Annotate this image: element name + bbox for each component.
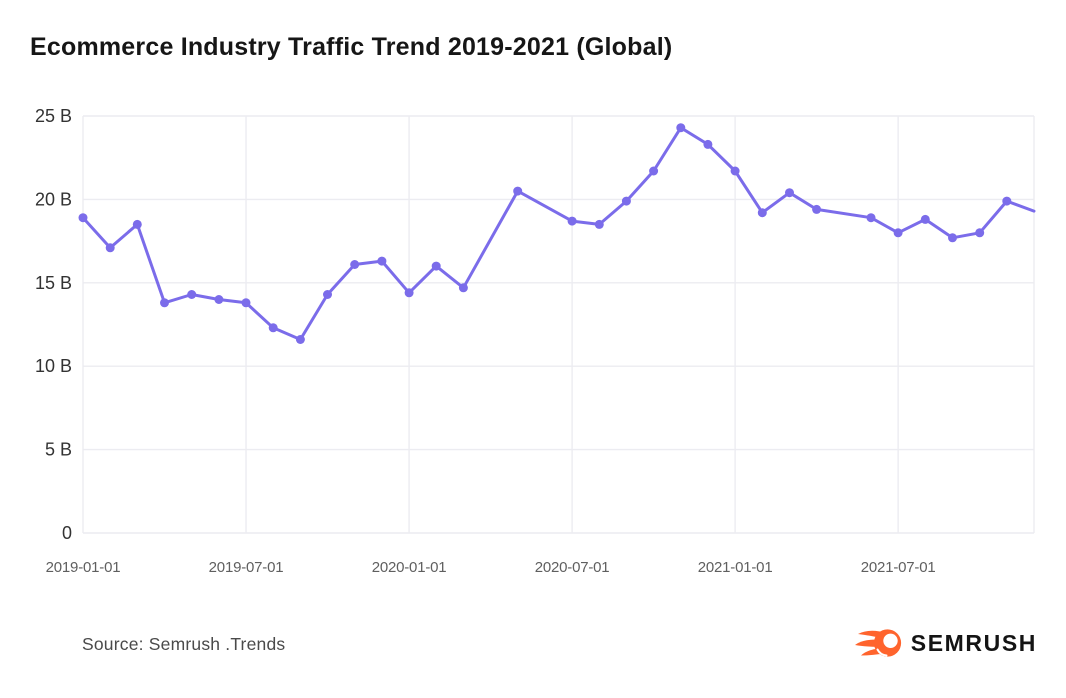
data-point-marker [730,166,740,176]
data-point-marker [1002,196,1012,206]
data-point-marker [649,166,659,176]
x-tick-label: 2021-01-01 [698,559,773,576]
traffic-line-chart: 0 5 B 10 B 15 B 20 B 25 B 2019-01-01 2019-07-01… [35,106,1036,576]
data-point-marker [621,196,631,206]
data-point-marker [866,213,876,223]
data-point-marker [241,298,251,308]
y-tick-label: 25 B [35,106,72,126]
data-point-marker [268,323,278,333]
data-point-marker [295,335,305,344]
data-point-marker [676,123,686,133]
data-point-marker [431,261,441,271]
data-point-marker [703,139,713,149]
data-point-marker [757,208,767,218]
series-line [81,126,1036,341]
y-tick-label: 0 [62,523,72,543]
data-point-marker [893,228,903,238]
data-point-marker [458,283,468,293]
data-point-marker [567,216,577,226]
semrush-wordmark: SEMRUSH [910,629,1037,656]
data-point-marker [404,288,414,298]
x-tick-label: 2020-07-01 [535,559,610,576]
data-point-marker [975,228,985,238]
x-tick-label: 2019-07-01 [209,559,284,576]
data-point-marker [513,186,523,196]
data-point-marker [948,233,957,243]
data-point-marker [214,295,224,304]
data-point-marker [132,219,142,229]
y-tick-label: 20 B [35,189,72,209]
data-point-marker [377,256,387,266]
data-point-marker [594,219,604,229]
data-point-marker [812,204,822,214]
chart-title: Ecommerce Industry Traffic Trend 2019-20… [30,33,673,61]
x-tick-label: 2020-01-01 [372,559,447,576]
data-point-marker [160,298,169,308]
data-point-marker [187,290,197,299]
y-tick-label: 15 B [35,273,72,293]
data-point-marker [323,290,332,299]
data-point-marker [105,243,115,253]
semrush-flame-icon [854,629,901,657]
data-point-marker [785,188,794,198]
data-point-marker [920,214,930,224]
y-tick-label: 10 B [35,356,72,376]
source-note: Source: Semrush .Trends [82,634,286,654]
data-point-marker [78,213,88,223]
x-tick-label: 2019-01-01 [46,559,121,576]
y-tick-label: 5 B [45,440,72,460]
x-tick-label: 2021-07-01 [861,559,936,576]
semrush-logo: SEMRUSH [854,627,1037,659]
data-point-marker [350,260,360,269]
